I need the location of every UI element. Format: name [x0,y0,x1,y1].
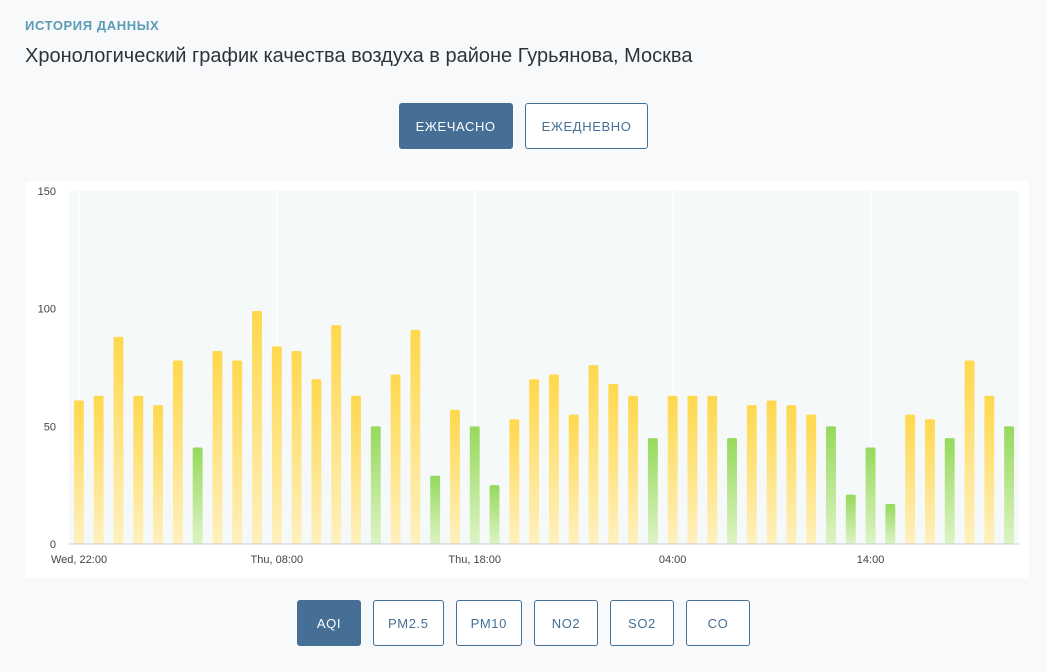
aqi-bar[interactable] [73,400,84,544]
aqi-bar[interactable] [390,374,401,544]
aqi-bar[interactable] [667,395,678,544]
aqi-bar[interactable] [588,365,599,544]
aqi-bar[interactable] [331,325,342,544]
x-tick-label: 04:00 [659,554,687,566]
plot-area [69,191,1019,544]
y-tick-label: 0 [50,539,56,551]
aqi-bar[interactable] [133,395,144,544]
aqi-bar[interactable] [647,438,658,544]
aqi-bar-chart: 0 50 100 150 Wed, 22:00 Thu, 08:00 Thu, 18:00 0… [38,186,1019,566]
aqi-bar[interactable] [984,395,995,544]
aqi-bar[interactable] [291,351,302,544]
aqi-bar[interactable] [93,395,104,544]
aqi-bar[interactable] [885,503,896,544]
aqi-bar[interactable] [232,360,243,544]
aqi-bar[interactable] [786,405,797,544]
x-tick-label: Thu, 18:00 [448,554,501,566]
aqi-bar[interactable] [865,447,876,544]
aqi-bar[interactable] [727,438,737,544]
aqi-bar[interactable] [766,400,777,544]
x-tick-label: Thu, 08:00 [251,554,304,566]
aqi-bar[interactable] [944,438,955,544]
hourly-button[interactable]: ЕЖЕЧАСНО [398,103,513,149]
chart-card: 0 50 100 150 Wed, 22:00 Thu, 08:00 Thu, 18:00 0… [25,181,1029,578]
aqi-bar[interactable] [845,494,856,544]
x-tick-label: Wed, 22:00 [51,554,107,566]
aqi-bar[interactable] [370,426,381,544]
aqi-bar[interactable] [449,409,460,544]
aqi-bar[interactable] [410,329,421,544]
pollutant-tab-aqi[interactable]: AQI [297,600,362,646]
page-title: Хронологический график качества воздуха … [25,45,693,67]
pollutant-tab-pm10[interactable]: PM10 [455,600,522,646]
aqi-bar[interactable] [469,426,480,544]
aqi-bar[interactable] [806,414,817,544]
pollutant-tab-co[interactable]: CO [685,600,750,646]
aqi-bar[interactable] [628,395,639,544]
y-tick-label: 100 [38,304,56,316]
x-tick-label: 14:00 [857,554,885,566]
aqi-bar[interactable] [826,426,836,544]
aqi-bar[interactable] [1004,426,1015,544]
aqi-bar[interactable] [252,311,262,544]
aqi-bar[interactable] [964,360,975,544]
aqi-bar[interactable] [212,351,223,544]
period-toggle: ЕЖЕЧАСНО ЕЖЕДНЕВНО [0,103,1047,149]
daily-button[interactable]: ЕЖЕДНЕВНО [524,103,649,149]
pollutant-tabs: AQI PM2.5 PM10 NO2 SO2 CO [0,600,1047,646]
aqi-bar[interactable] [746,405,757,544]
aqi-bar[interactable] [529,379,540,544]
pollutant-tab-so2[interactable]: SO2 [609,600,674,646]
aqi-bar[interactable] [568,414,579,544]
aqi-bar[interactable] [311,379,322,544]
aqi-bar[interactable] [924,419,935,544]
aqi-bar[interactable] [707,395,718,544]
aqi-bar[interactable] [113,336,124,544]
pollutant-tab-no2[interactable]: NO2 [533,600,598,646]
aqi-bar[interactable] [548,374,559,544]
aqi-bar[interactable] [509,419,520,544]
section-label: ИСТОРИЯ ДАННЫХ [25,18,160,33]
aqi-bar[interactable] [430,475,441,544]
aqi-bar[interactable] [271,346,282,544]
aqi-bar[interactable] [192,447,203,544]
aqi-bar[interactable] [172,360,183,544]
pollutant-tab-pm25[interactable]: PM2.5 [373,600,444,646]
aqi-bar[interactable] [351,395,361,544]
aqi-bar[interactable] [905,414,916,544]
aqi-bar[interactable] [687,395,698,544]
aqi-bar[interactable] [608,383,619,544]
aqi-bar[interactable] [489,485,500,544]
y-tick-label: 150 [38,186,56,198]
aqi-bar[interactable] [153,405,164,544]
y-tick-label: 50 [44,421,56,433]
